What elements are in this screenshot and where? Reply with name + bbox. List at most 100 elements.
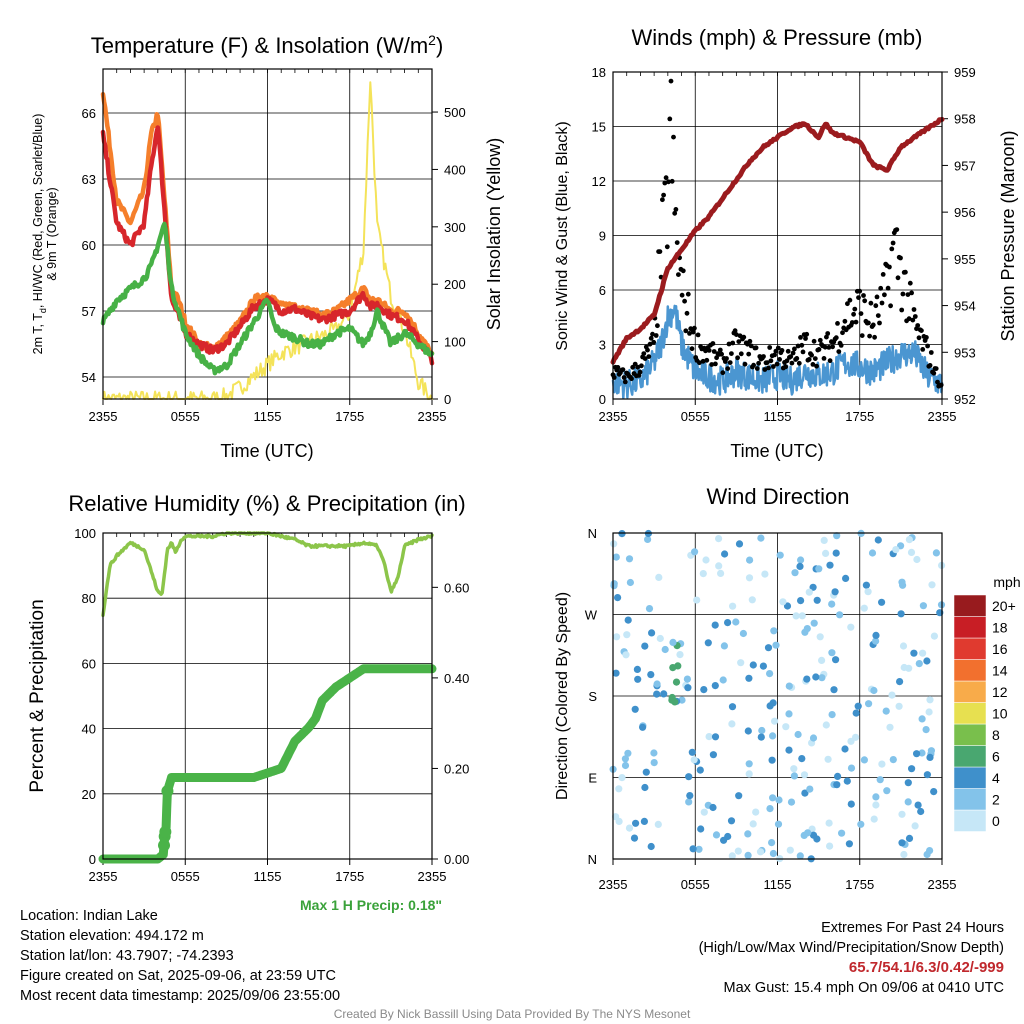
direction-point xyxy=(745,574,754,582)
direction-point xyxy=(872,793,880,801)
gust-point xyxy=(724,356,729,361)
y2-tick-label: 0.40 xyxy=(444,671,469,686)
title-end: ) xyxy=(436,33,443,58)
gust-point xyxy=(669,178,675,184)
ylabel-subscript: d xyxy=(38,308,48,313)
direction-point xyxy=(895,702,903,710)
direction-point xyxy=(622,651,630,659)
direction-point xyxy=(672,678,681,686)
direction-point xyxy=(715,562,723,570)
gust-point xyxy=(795,343,801,349)
gust-point xyxy=(775,345,781,351)
gust-point xyxy=(767,345,773,350)
y-tick-label: 12 xyxy=(592,174,606,189)
direction-point xyxy=(886,723,894,731)
direction-point xyxy=(669,638,677,647)
direction-point xyxy=(774,820,783,828)
gust-point xyxy=(875,313,881,318)
gust-point xyxy=(690,329,696,335)
temp-xlabel: Time (UTC) xyxy=(220,441,313,461)
y-tick-label: 60 xyxy=(82,238,96,253)
gust-point xyxy=(890,240,896,246)
gust-point xyxy=(764,360,770,365)
gust-point xyxy=(620,367,626,372)
direction-point xyxy=(904,798,912,806)
legend-label: 14 xyxy=(992,663,1008,679)
gust-point xyxy=(851,311,856,317)
x-tick-label: 0555 xyxy=(171,869,200,884)
direction-point xyxy=(746,556,754,564)
direction-point xyxy=(825,819,833,827)
gust-point xyxy=(812,356,818,361)
gust-point xyxy=(862,298,868,304)
temperature-chart: 54 57 60 63 66 0 100 200 300 400 500 2355 0555 1155 17… xyxy=(31,32,504,461)
direction-point xyxy=(686,792,694,800)
gust-point xyxy=(674,240,680,246)
ylabel-rest: , HI/WC (Red, Green, Scarlet/Blue) xyxy=(31,114,45,309)
gust-point xyxy=(711,349,717,354)
y2-tick-label: 200 xyxy=(444,277,466,292)
direction-point xyxy=(641,642,649,650)
y2-tick-label: 952 xyxy=(954,392,976,407)
x-tick-label: 2355 xyxy=(599,409,628,424)
gust-point xyxy=(735,355,740,361)
direction-point xyxy=(685,773,693,781)
direction-point xyxy=(845,840,854,848)
gust-point xyxy=(792,346,797,352)
direction-point xyxy=(809,831,818,839)
direction-point xyxy=(653,690,661,698)
direction-point xyxy=(744,851,752,860)
direction-point xyxy=(650,749,658,757)
direction-point xyxy=(870,686,878,695)
direction-point xyxy=(828,600,836,608)
direction-tick-label: N xyxy=(588,526,597,541)
y2-tick-label: 300 xyxy=(444,220,466,235)
direction-point xyxy=(896,678,904,686)
y-tick-label: 54 xyxy=(82,370,96,385)
y-tick-label: 6 xyxy=(599,283,606,298)
direction-point xyxy=(803,675,811,683)
direction-point xyxy=(798,612,806,620)
gust-point xyxy=(857,288,863,294)
y2-tick-label: 957 xyxy=(954,158,976,173)
direction-point xyxy=(634,675,642,683)
direction-point xyxy=(717,569,725,578)
direction-point xyxy=(612,553,620,561)
direction-point xyxy=(644,535,652,544)
y-tick-label: 40 xyxy=(82,722,96,737)
temp-y2label: Solar Insolation (Yellow) xyxy=(484,138,504,330)
legend-label: 6 xyxy=(992,749,1000,765)
direction-point xyxy=(752,808,760,816)
direction-point xyxy=(728,852,736,860)
direction-point xyxy=(796,562,804,571)
gust-point xyxy=(916,335,922,341)
y2-tick-label: 400 xyxy=(444,162,466,177)
gust-point xyxy=(667,116,673,122)
gust-point xyxy=(777,357,782,362)
direction-point xyxy=(847,623,855,631)
gust-point xyxy=(784,358,790,364)
direction-point xyxy=(892,546,900,554)
gust-point xyxy=(682,298,687,304)
gust-point xyxy=(650,331,655,337)
gust-point xyxy=(785,348,791,354)
gust-point xyxy=(673,207,679,212)
direction-point xyxy=(913,555,921,564)
gust-point xyxy=(868,300,874,306)
gust-point xyxy=(889,246,895,252)
direction-point xyxy=(761,570,769,578)
direction-point xyxy=(813,596,821,604)
direction-point xyxy=(621,755,630,763)
station-info: Location: Indian Lake Station elevation:… xyxy=(20,906,340,1006)
latlon-text: Station lat/lon: 43.7907; -74.2393 xyxy=(20,948,234,964)
direction-point xyxy=(878,760,886,768)
direction-point xyxy=(785,746,793,754)
y2-tick-label: 954 xyxy=(954,299,976,314)
direction-point xyxy=(653,680,661,688)
direction-point xyxy=(700,808,708,816)
x-tick-label: 1755 xyxy=(845,877,874,892)
gust-point xyxy=(709,362,715,367)
direction-point xyxy=(632,819,640,827)
direction-point xyxy=(745,674,753,682)
